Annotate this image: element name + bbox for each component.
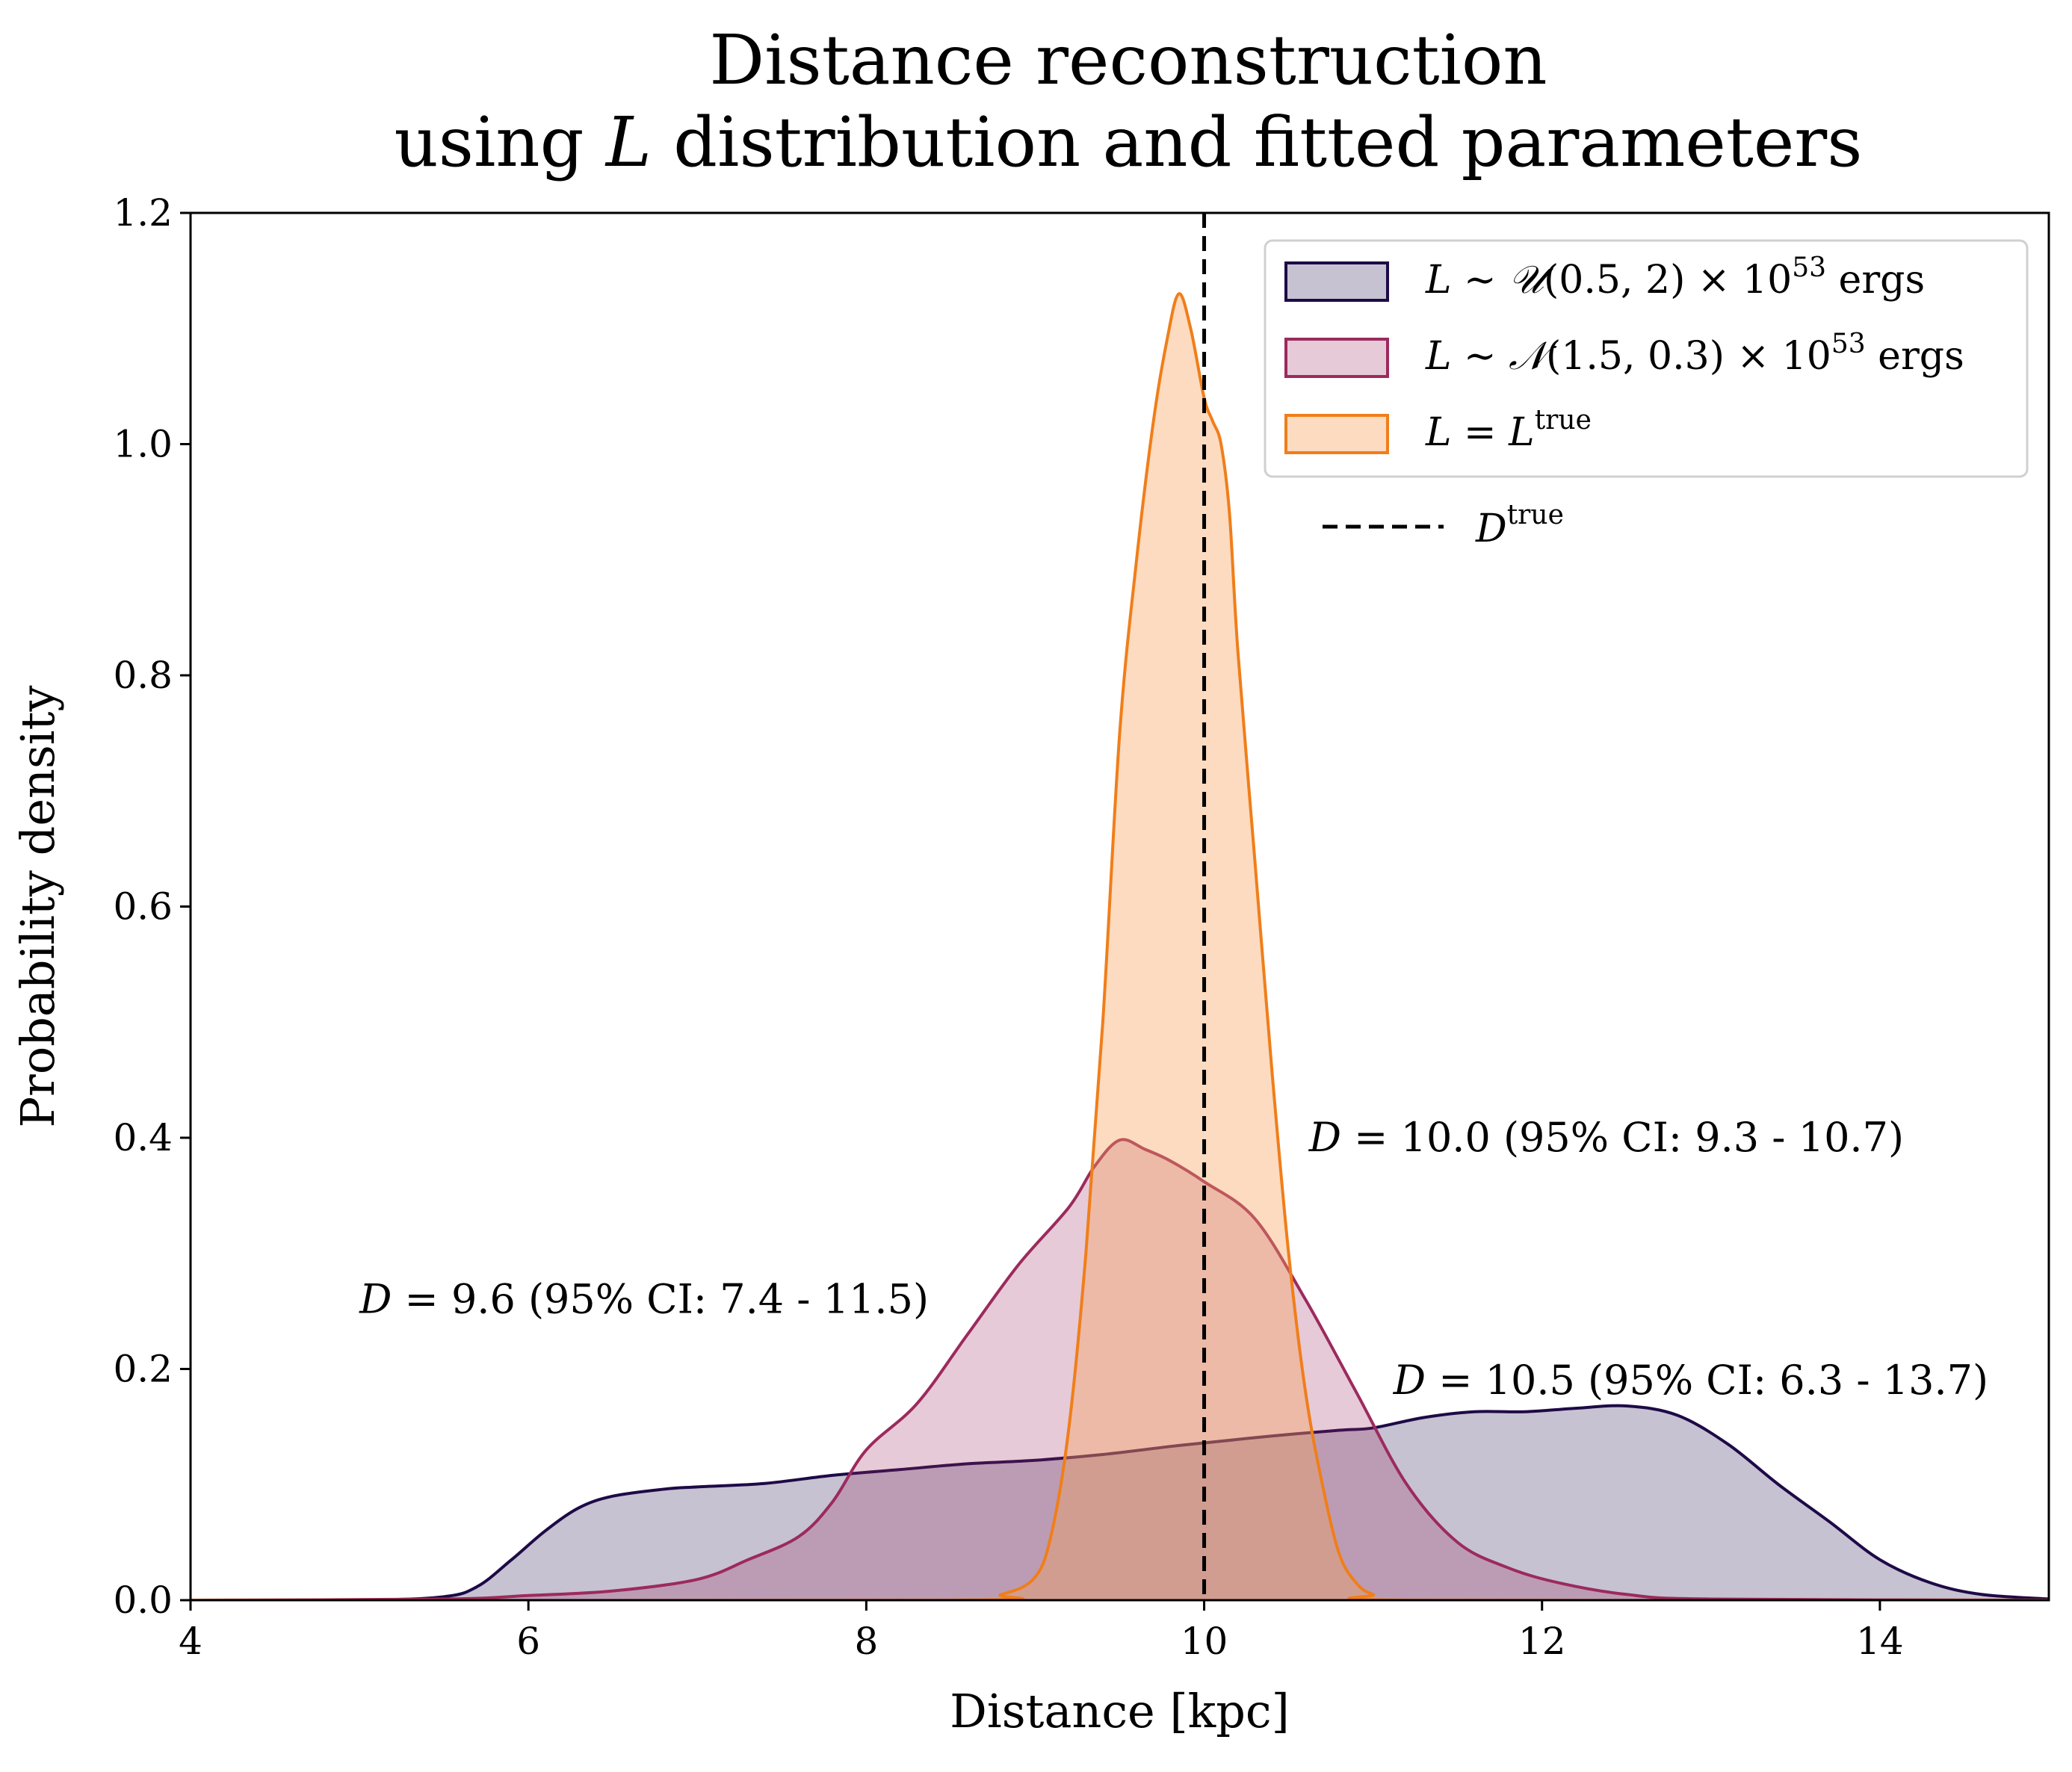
annotation-var: D [1393, 1357, 1426, 1404]
y-tick-label: 1.2 [113, 191, 173, 235]
reference-line-legend: Dtrue [1323, 500, 1564, 551]
legend-unit: ergs [1826, 258, 1925, 303]
legend-rel: = [1452, 410, 1509, 455]
annotation-text: = 10.0 (95% CI: 9.3 - 10.7) [1341, 1114, 1904, 1161]
legend-label-0: L ∼ 𝒰(0.5, 2) × 1053 ergs [1425, 253, 1925, 303]
legend-swatch-bg-0 [1286, 263, 1388, 300]
legend-var: L [1425, 334, 1452, 379]
legend-unit: ergs [1866, 334, 1964, 379]
y-tick-label: 0.2 [113, 1348, 173, 1391]
x-tick-label: 6 [516, 1620, 540, 1663]
reference-legend-label: Dtrue [1475, 500, 1564, 551]
series-0-line [191, 1404, 2049, 1600]
legend-args: (1.5, 0.3) × 10 [1546, 334, 1831, 379]
ticks-layer: 4 6 8 10 12 14 0.0 0.2 0.4 0.6 0.8 1.0 1.2 [113, 191, 1903, 1663]
x-tick-label: 14 [1856, 1620, 1904, 1663]
legend-swatch-2 [1284, 414, 1389, 454]
chart-title-line2: using L distribution and fitted paramete… [395, 102, 1863, 182]
y-axis-label: Probability density [10, 685, 65, 1127]
reference-legend-sup: true [1507, 500, 1564, 530]
legend-swatch-bg-1 [1286, 339, 1388, 377]
annotation-text: = 9.6 (95% CI: 7.4 - 11.5) [392, 1276, 929, 1323]
legend-label-2: L = Ltrue [1425, 405, 1592, 455]
legend-swatch-0 [1284, 261, 1389, 302]
chart-title-line1: Distance reconstruction [709, 20, 1547, 100]
series-2-area [191, 294, 2049, 1600]
x-tick-label: 8 [854, 1620, 878, 1663]
y-tick-label: 0.4 [113, 1116, 173, 1159]
y-tick-label: 1.0 [113, 423, 173, 466]
legend-var: L [1425, 410, 1452, 455]
y-tick-label: 0.0 [113, 1579, 173, 1622]
reference-legend-var: D [1475, 506, 1507, 551]
legend-exp: true [1535, 405, 1592, 436]
annotation-1: D = 9.6 (95% CI: 7.4 - 11.5) [359, 1276, 929, 1323]
legend-rel: ∼ [1452, 258, 1509, 303]
x-tick-label: 4 [179, 1620, 202, 1663]
legend: L ∼ 𝒰(0.5, 2) × 1053 ergs L ∼ 𝒩(1.5, 0.3)… [1264, 239, 2029, 478]
legend-exp: 53 [1831, 329, 1866, 359]
series-0-area [191, 1405, 2049, 1600]
x-axis-label: Distance [kpc] [950, 1684, 1290, 1738]
annotation-text: = 10.5 (95% CI: 6.3 - 13.7) [1426, 1357, 1988, 1404]
x-tick-label: 10 [1181, 1620, 1228, 1663]
y-tick-label: 0.8 [113, 654, 173, 697]
legend-label-1: L ∼ 𝒩(1.5, 0.3) × 1053 ergs [1425, 329, 1964, 379]
legend-args: (0.5, 2) × 10 [1544, 258, 1792, 303]
legend-box [1264, 239, 2029, 478]
series-1-area [191, 1139, 2049, 1600]
annotation-var: D [359, 1276, 392, 1323]
legend-rel: ∼ [1452, 334, 1509, 379]
plot-frame [189, 211, 2050, 1602]
series-1-line [191, 1138, 2049, 1600]
series-layer [191, 292, 2049, 1600]
legend-swatch-bg-2 [1286, 415, 1388, 453]
x-tick-label: 12 [1518, 1620, 1566, 1663]
annotation-0: D = 10.0 (95% CI: 9.3 - 10.7) [1308, 1114, 1904, 1161]
annotations-layer: D = 10.0 (95% CI: 9.3 - 10.7)D = 9.6 (95… [359, 1114, 1988, 1404]
legend-dist: L [1508, 410, 1535, 455]
y-tick-label: 0.6 [113, 885, 173, 929]
annotation-var: D [1308, 1114, 1341, 1161]
legend-var: L [1425, 258, 1452, 303]
series-2-line [191, 292, 2049, 1600]
annotation-2: D = 10.5 (95% CI: 6.3 - 13.7) [1393, 1357, 1988, 1404]
legend-exp: 53 [1792, 253, 1826, 283]
legend-swatch-1 [1284, 338, 1389, 378]
